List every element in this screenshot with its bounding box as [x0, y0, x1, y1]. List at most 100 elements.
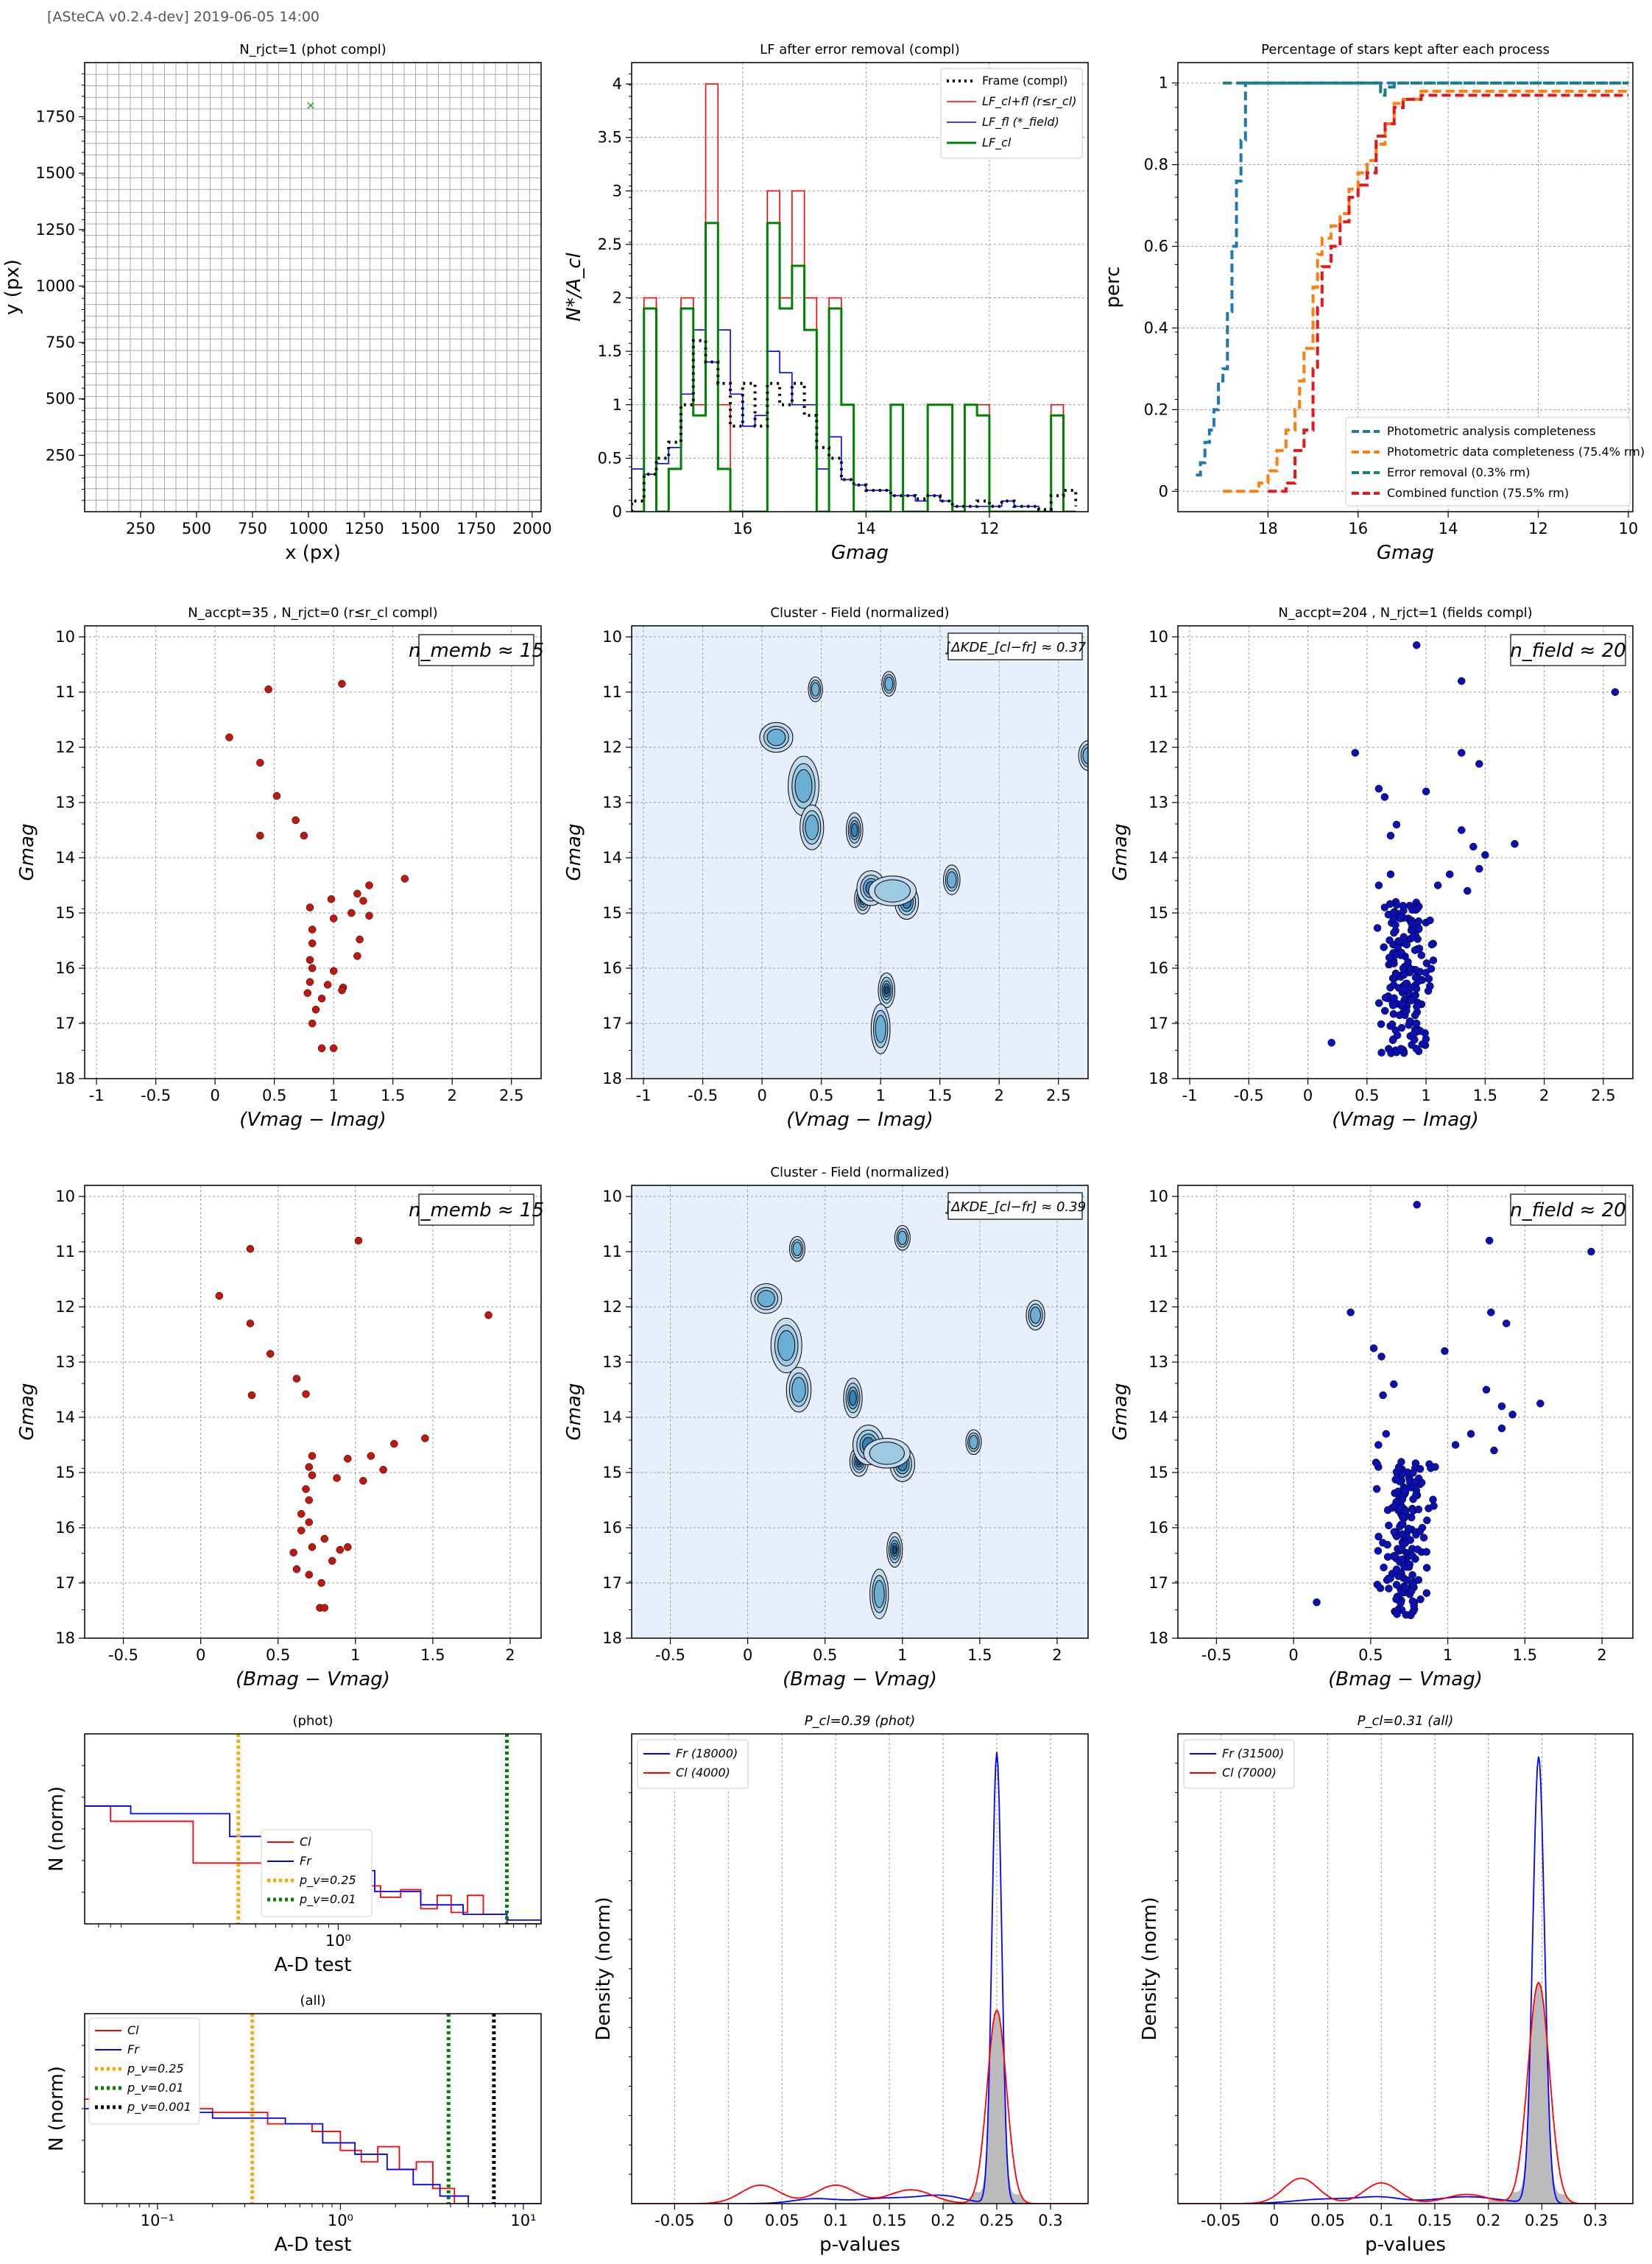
y-tick-label: 17 [1148, 1015, 1168, 1032]
star-point [1427, 940, 1436, 949]
x-tick-label: 0.15 [872, 2212, 907, 2229]
star-point [302, 1390, 310, 1398]
annotation-text: ∫ΔKDE_[cl−fr] ≈ 0.39 [945, 1199, 1086, 1215]
star-point [1508, 1411, 1517, 1419]
star-point [1397, 1458, 1405, 1466]
ad_phot-legend: Cl Fr p_v=0.25 p_v=0.01 [261, 1829, 373, 1917]
annotation-box [418, 1193, 534, 1226]
star-point [1390, 1528, 1399, 1537]
chart-title: (all) [300, 1993, 325, 2009]
completeness-series [1196, 81, 1628, 493]
y-tick-label: 16 [1148, 1519, 1168, 1537]
x-tick-label: 750 [238, 520, 267, 537]
star-point [1392, 1595, 1400, 1604]
star-point [1382, 1430, 1391, 1438]
y-tick-label: 10 [55, 1188, 75, 1205]
y-tick-label: 16 [1148, 959, 1168, 977]
star-point [1398, 1555, 1406, 1564]
y-axis-label: N*/A_cl [563, 252, 585, 321]
chart-title: P_cl=0.31 (all) [1358, 1713, 1454, 1729]
y-tick-label: 0 [613, 503, 622, 521]
star-point [365, 881, 373, 889]
star-point [292, 1565, 301, 1573]
x-tick-label: 1.5 [1513, 1646, 1537, 1664]
kde-contour [969, 1434, 978, 1450]
star-point [1399, 901, 1407, 910]
annotation-text: ∫ΔKDE_[cl−fr] ≈ 0.37 [945, 640, 1087, 655]
x-axis-label: p-values [819, 2234, 900, 2256]
star-point [1409, 1030, 1418, 1039]
star-point [1394, 1572, 1402, 1580]
pv_all-legend: Fr (31500) Cl (7000) [1183, 1739, 1295, 1789]
star-point [1398, 999, 1407, 1008]
legend-label: p_v=0.001 [127, 2100, 191, 2115]
legend-label: Fr (18000) [676, 1746, 738, 1760]
x-tick-label: 2.5 [1046, 1087, 1070, 1104]
y-tick-label: 16 [55, 959, 75, 977]
y-axis-label: Density (norm) [1139, 1897, 1161, 2040]
x-tick-label: -0.5 [1234, 1087, 1264, 1104]
x-tick-label: 2.5 [499, 1087, 523, 1104]
star-point [1381, 993, 1390, 1002]
y-tick-label: 10 [602, 1188, 622, 1205]
legend-label: Frame (compl) [982, 74, 1067, 88]
completeness-line [1223, 81, 1628, 97]
star-point [1386, 1574, 1394, 1583]
x-tick-label: 2.5 [1591, 1087, 1615, 1104]
star-point [328, 1556, 336, 1565]
star-point [1536, 1400, 1545, 1408]
star-point [1383, 1553, 1392, 1561]
star-point [1416, 1464, 1425, 1473]
star-point [1426, 916, 1434, 925]
star-point [1422, 969, 1430, 977]
star-point [1415, 945, 1424, 953]
kde-integral-annotation: ∫ΔKDE_[cl−fr] ≈ 0.37 [945, 632, 1087, 660]
star-point [333, 1474, 341, 1482]
star-point [1419, 1534, 1428, 1542]
star-point [308, 925, 317, 934]
y-tick-label: 1750 [36, 108, 75, 126]
star-point [305, 1518, 313, 1526]
y-tick-label: 17 [602, 1574, 622, 1592]
star-point [1377, 1048, 1386, 1057]
ad_phot-panel: 10⁰ (phot) A-D test N (norm) Cl Fr p_v=0.25 p_v… [46, 1713, 542, 1976]
kde-contour [869, 1442, 905, 1465]
ad_all-legend: Cl Fr p_v=0.25 p_v=0.01 p_v=0.001 [88, 2017, 200, 2125]
member-count-annotation: n_field ≈ 20 [1510, 1193, 1626, 1226]
completeness-legend: Photometric analysis completeness Photome… [1345, 417, 1645, 507]
star-point [1380, 943, 1388, 951]
plot-frame [84, 1185, 542, 1639]
star-point [1451, 1441, 1460, 1449]
star-point [1377, 1020, 1386, 1029]
star-point [1402, 1611, 1411, 1619]
star-point [1408, 1587, 1416, 1595]
x-tick-label: 1 [875, 1087, 885, 1104]
cmd_cl_bv-panel: -0.5 0 0.5 1 1.5 2 10 11 12 13 14 15 16 17 18 (Bmag − V… [16, 1185, 544, 1690]
kde-contour [805, 814, 819, 840]
star-point [1422, 1564, 1431, 1572]
lf-line-framecompl [632, 339, 1078, 512]
y-tick-label: 13 [1148, 1353, 1168, 1371]
star-point [246, 1245, 255, 1253]
rejected-star-marker [307, 102, 314, 109]
y-tick-label: 17 [55, 1015, 75, 1032]
star-point [1457, 826, 1466, 834]
star-point [297, 1510, 306, 1518]
ad-histogram-fr [85, 2108, 541, 2204]
star-point [306, 956, 314, 964]
x-tick-label: 2 [1597, 1646, 1606, 1664]
x-tick-label: -1 [1182, 1087, 1198, 1104]
y-axis-label: Density (norm) [593, 1897, 615, 2040]
chart-title: N_accpt=35 , N_rjct=0 (r≤r_cl compl) [188, 605, 437, 621]
star-point [1401, 1539, 1410, 1547]
kde-contour [897, 1230, 908, 1246]
star-point [317, 995, 326, 1003]
annotation-text: n_memb ≈ 15 [409, 1199, 544, 1221]
y-axis-label: Gmag [1109, 1383, 1132, 1441]
star-point [272, 791, 281, 800]
legend-label: Cl (4000) [676, 1766, 730, 1780]
x-tick-label: 14 [1439, 520, 1458, 537]
y-tick-label: 750 [46, 334, 75, 351]
legend-label: Photometric data completeness (75.4% rm) [1387, 445, 1645, 459]
annotation-box [418, 634, 534, 666]
